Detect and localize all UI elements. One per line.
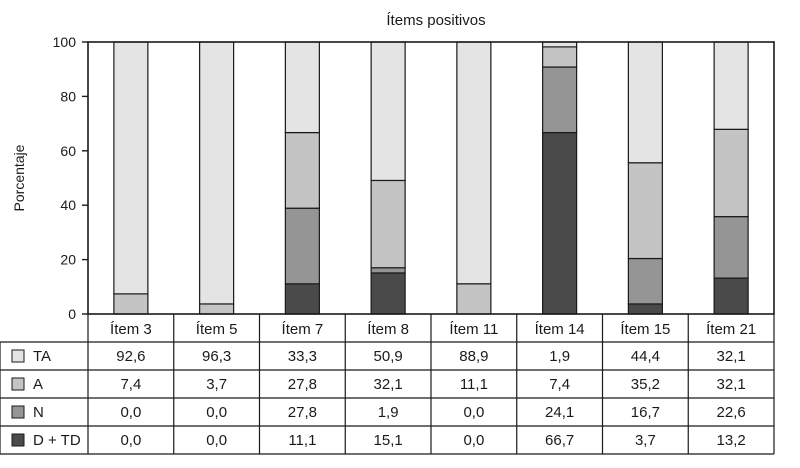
table-cell-value: 27,8 [288, 376, 317, 393]
legend-swatch [11, 349, 25, 363]
bar-segment [542, 46, 578, 68]
bar-segment [284, 207, 320, 285]
y-axis-label: Porcentaje [11, 144, 27, 211]
bar-segment [284, 41, 320, 134]
category-label: Ítem 11 [449, 321, 498, 338]
bar-segment [370, 272, 406, 315]
chart-title: Ítems positivos [386, 12, 485, 29]
bar-segment [713, 41, 749, 130]
table-cell-value: 11,1 [288, 432, 316, 449]
table-cell-value: 50,9 [374, 348, 403, 365]
bar-segment [542, 66, 578, 134]
table-cell-value: 16,7 [631, 404, 660, 421]
legend-swatch [11, 377, 25, 391]
table-cell-value: 11,1 [460, 376, 488, 393]
bar-segment [627, 41, 663, 164]
y-axis: 0 20 40 60 80 100 [53, 34, 88, 322]
bar-segment [456, 283, 492, 315]
y-tick-label: 0 [68, 306, 76, 322]
table-cell-value: 32,1 [717, 348, 746, 365]
table-cell-value: 0,0 [120, 432, 141, 449]
category-label: Ítem 21 [706, 321, 756, 338]
table-cell-value: 44,4 [631, 348, 660, 365]
category-label: Ítem 15 [620, 321, 670, 338]
legend-label: N [33, 404, 44, 421]
y-tick-label: 80 [60, 88, 76, 104]
bar-segment [713, 128, 749, 218]
y-tick-label: 40 [60, 197, 76, 213]
bar-segment [542, 131, 578, 315]
bar-segment [456, 41, 492, 285]
legend-swatch [11, 405, 25, 419]
bar-segment [113, 41, 149, 295]
plot-frame [87, 41, 775, 315]
table-cell-value: 0,0 [206, 404, 227, 421]
legend-label: TA [33, 348, 51, 365]
table-cell-value: 32,1 [717, 376, 746, 393]
category-label: Ítem 7 [282, 321, 324, 338]
y-tick-label: 100 [53, 34, 77, 50]
table-cell-value: 88,9 [459, 348, 488, 365]
bar-segment [284, 131, 320, 209]
category-label: Ítem 8 [367, 321, 409, 338]
table-cell-value: 22,6 [717, 404, 746, 421]
legend-label: A [33, 376, 43, 393]
legend-label: D + TD [33, 432, 81, 449]
data-table: Ítem 3 Ítem 5 Ítem 7 Ítem 8 Ítem 11 Ítem 14 Ít… [0, 314, 775, 455]
table-cell-value: 7,4 [120, 376, 141, 393]
table-cell-value: 15,1 [374, 432, 403, 449]
category-label: Ítem 5 [196, 321, 238, 338]
table-cell-value: 33,3 [288, 348, 317, 365]
table-cell-value: 92,6 [116, 348, 145, 365]
table-cell-value: 24,1 [545, 404, 574, 421]
y-tick-label: 20 [60, 252, 76, 268]
bar-segment [113, 293, 149, 315]
bar-segment [370, 267, 406, 274]
table-cell-value: 0,0 [206, 432, 227, 449]
table-cell-value: 96,3 [202, 348, 231, 365]
bar-segment [199, 303, 235, 315]
table-cell-value: 3,7 [206, 376, 227, 393]
table-cell-value: 66,7 [545, 432, 574, 449]
table-cell-value: 32,1 [374, 376, 403, 393]
bar-stack-group [113, 41, 749, 315]
legend-swatch [11, 433, 25, 447]
table-cell-value: 1,9 [549, 348, 570, 365]
category-label: Ítem 3 [110, 321, 152, 338]
bar-segment [713, 277, 749, 315]
table-cell-value: 0,0 [463, 432, 484, 449]
bar-segment [284, 283, 320, 315]
bar-segment [370, 41, 406, 182]
bar-segment [627, 257, 663, 305]
table-cell-value: 13,2 [717, 432, 746, 449]
table-cell-value: 0,0 [120, 404, 141, 421]
bar-segment [370, 179, 406, 269]
bar-segment [627, 303, 663, 315]
bar-segment [713, 216, 749, 279]
table-cell-value: 35,2 [631, 376, 660, 393]
y-tick-label: 60 [60, 143, 76, 159]
table-cell-value: 1,9 [378, 404, 399, 421]
table-cell-value: 27,8 [288, 404, 317, 421]
category-label: Ítem 14 [535, 321, 585, 338]
bar-segment [199, 41, 235, 305]
bar-segment [627, 162, 663, 260]
table-cell-value: 7,4 [549, 376, 570, 393]
table-cell-value: 0,0 [463, 404, 484, 421]
table-cell-value: 3,7 [635, 432, 656, 449]
